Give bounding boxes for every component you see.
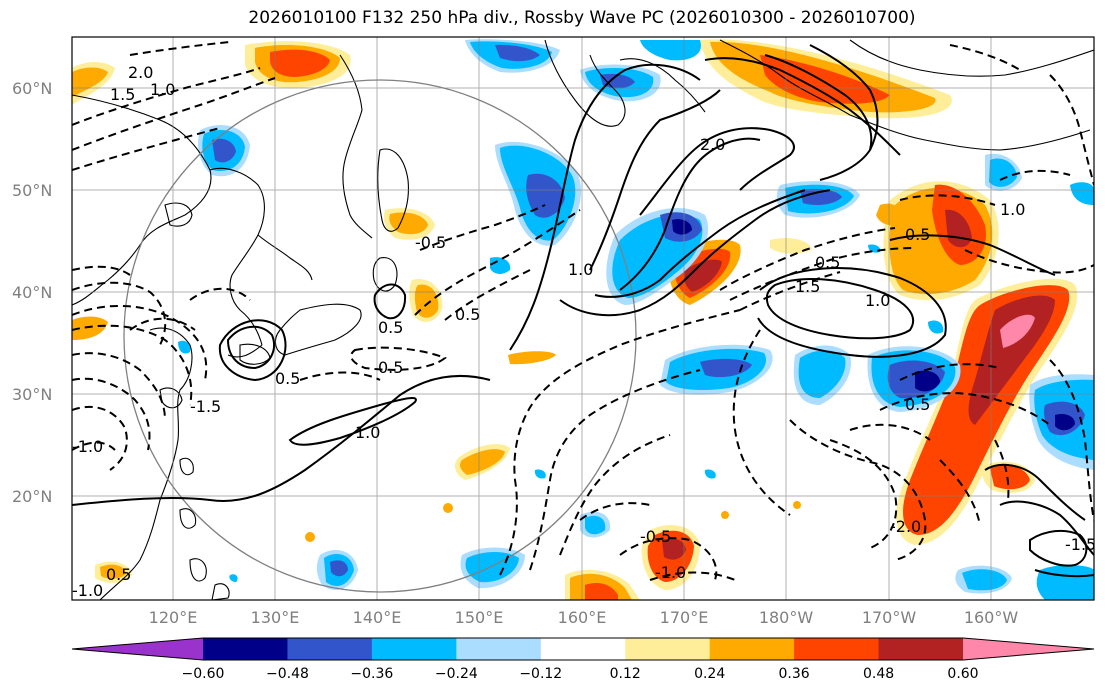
contour-label: 0.5: [378, 358, 403, 377]
contour-label: -1.5: [1065, 535, 1096, 554]
contour-label: -1.0: [655, 563, 686, 582]
colorbar-tick-label: −0.24: [435, 666, 478, 682]
colorbar-tick-label: 0.24: [694, 666, 725, 682]
colorbar-tick-label: 0.12: [610, 666, 641, 682]
contour-label: 0.5: [815, 253, 840, 272]
contours-negative: [72, 41, 1094, 581]
colorbar-tick-label: −0.48: [266, 666, 309, 682]
colorbar-segment: [371, 638, 457, 660]
colorbar-extend-low: [72, 638, 203, 660]
contour-label: 1.0: [150, 80, 175, 99]
contour-label: -0.5: [640, 527, 671, 546]
contour-label: 2.0: [128, 63, 153, 82]
contour-label: 1.0: [865, 291, 890, 310]
lat-tick-label: 60°N: [12, 79, 52, 98]
colorbar-tick-label: 0.48: [863, 666, 894, 682]
gridlines: [72, 37, 1094, 600]
colorbar: −0.60 −0.48 −0.36 −0.24 −0.12 0.12 0.24 0.36 0.4…: [71, 637, 1095, 682]
lon-tick-label: 130°E: [251, 608, 300, 627]
colorbar-segment: [709, 638, 795, 660]
contour-label: -1.0: [72, 437, 103, 456]
contour-label: 1.5: [795, 277, 820, 296]
lon-tick-label: 180°W: [759, 608, 814, 627]
map-area: 2.0 1.5 1.0 2.0 1.5 1.0 1.0 1.0 1.0 0.5 …: [72, 37, 1096, 600]
lon-tick-label: 140°E: [353, 608, 402, 627]
lat-axis: 60°N 50°N 40°N 30°N 20°N: [12, 79, 52, 506]
contour-labels: 2.0 1.5 1.0 2.0 1.5 1.0 1.0 1.0 1.0 0.5 …: [72, 63, 1096, 600]
contour-label: -0.5: [415, 233, 446, 252]
lon-tick-label: 160°E: [558, 608, 607, 627]
contour-label: 0.5: [455, 305, 480, 324]
lon-tick-label: 150°E: [455, 608, 504, 627]
contour-label: 2.0: [700, 135, 725, 154]
divergence-positive-shading: [72, 39, 1078, 600]
lat-tick-label: 20°N: [12, 487, 52, 506]
contour-label: -1.5: [190, 397, 221, 416]
colorbar-tick-label: 0.36: [779, 666, 810, 682]
colorbar-tick-label: 0.60: [947, 666, 978, 682]
colorbar-segment: [287, 638, 373, 660]
contour-label: -1.0: [72, 581, 103, 600]
contour-label: 0.5: [905, 225, 930, 244]
colorbar-segment: [540, 638, 626, 660]
lon-tick-label: 120°E: [149, 608, 198, 627]
contour-label: -2.0: [890, 517, 921, 536]
colorbar-segment: [794, 638, 880, 660]
contour-label: 1.0: [1000, 200, 1025, 219]
colorbar-segment: [878, 638, 964, 660]
contour-label: 0.5: [905, 395, 930, 414]
lon-tick-label: 170°W: [862, 608, 917, 627]
contour-label: 0.5: [106, 565, 131, 584]
contour-label: 1.0: [568, 260, 593, 279]
lat-tick-label: 40°N: [12, 283, 52, 302]
colorbar-outline: [71, 637, 1095, 661]
colorbar-segment: [625, 638, 711, 660]
projection-circle: [123, 79, 637, 593]
contour-label: 0.5: [378, 318, 403, 337]
contour-label: 1.5: [110, 85, 135, 104]
colorbar-tick-label: −0.12: [519, 666, 562, 682]
colorbar-tick-label: −0.60: [182, 666, 225, 682]
contour-label: 0.5: [275, 369, 300, 388]
map-frame: [71, 36, 1095, 601]
lat-tick-label: 50°N: [12, 181, 52, 200]
lon-tick-label: 160°W: [964, 608, 1019, 627]
colorbar-segment: [456, 638, 542, 660]
contour-label: 1.0: [355, 423, 380, 442]
lat-tick-label: 30°N: [12, 385, 52, 404]
contours-positive: [72, 44, 1094, 578]
colorbar-segment: [203, 638, 288, 660]
lon-tick-label: 170°E: [660, 608, 709, 627]
divergence-negative-shading: [178, 39, 1094, 600]
map-title: 2026010100 F132 250 hPa div., Rossby Wav…: [248, 8, 916, 28]
colorbar-extend-high: [963, 638, 1094, 660]
colorbar-tick-label: −0.36: [350, 666, 393, 682]
lon-axis: 120°E 130°E 140°E 150°E 160°E 170°E 180°…: [149, 608, 1019, 627]
